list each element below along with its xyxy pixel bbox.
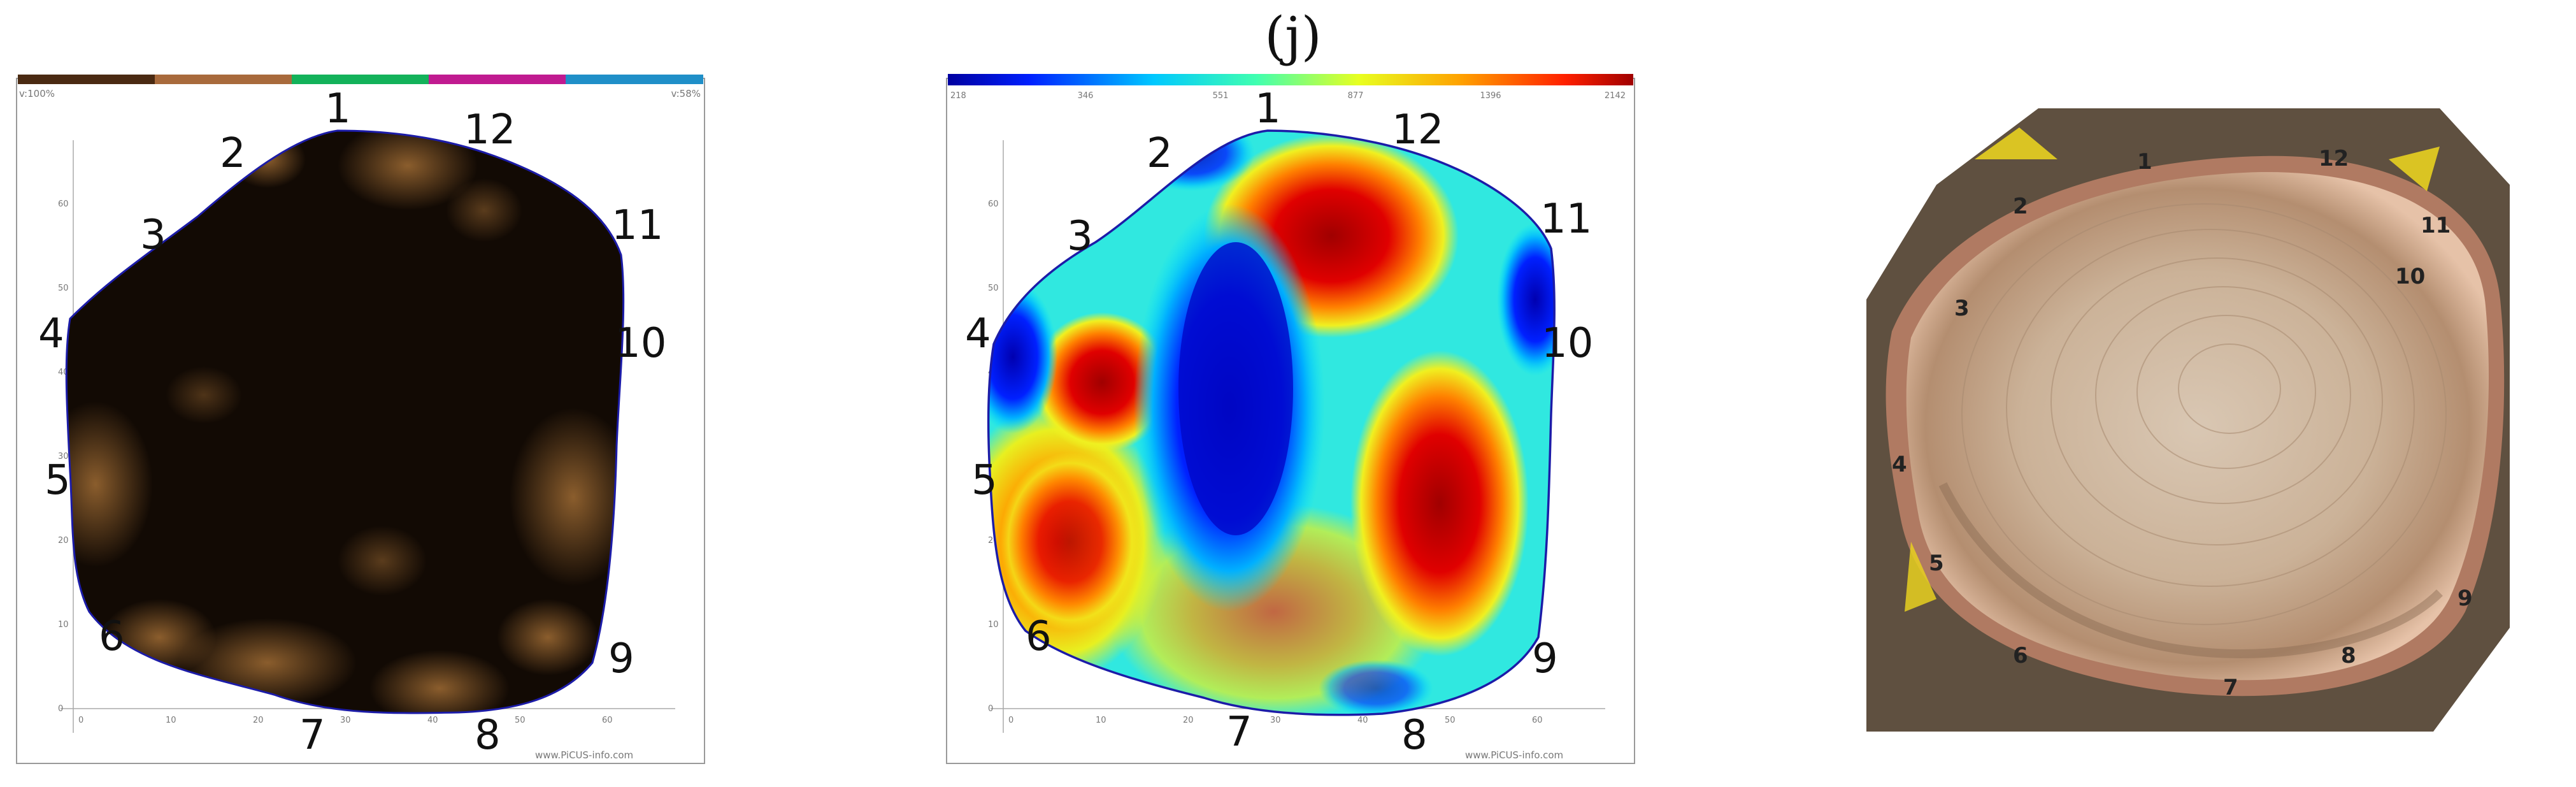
point-label-9: 9 [608, 635, 634, 682]
y-tick-label: 30 [58, 452, 69, 461]
point-label-2: 2 [1147, 130, 1173, 177]
point-label-12: 12 [1392, 106, 1443, 154]
point-label-8: 8 [1401, 712, 1428, 759]
colorbar [948, 74, 1633, 85]
point-label-12: 12 [464, 106, 515, 154]
resistance-fill [988, 131, 1555, 715]
y-tick-label: 10 [988, 620, 999, 630]
stump-photo: 1 2 3 4 5 6 7 8 9 10 11 12 [1866, 108, 2510, 732]
wood-cross-section [1906, 171, 2489, 681]
x-tick-label: 30 [340, 716, 351, 725]
figure-label: (j) [1264, 6, 1322, 67]
x-tick-label: 60 [1532, 716, 1543, 725]
resistance-tomogram-panel: (j) [936, 0, 1650, 787]
colorbar-tick-label: 551 [1213, 91, 1229, 101]
point-label-11: 11 [1540, 196, 1592, 243]
photo-content [1866, 108, 2510, 732]
point-label-6: 6 [99, 613, 125, 660]
point-label-10: 10 [1542, 320, 1593, 367]
growth-rings [1961, 203, 2447, 625]
photo-point-label-12: 12 [2319, 146, 2349, 171]
y-tick-label: 0 [58, 704, 63, 714]
point-label-2: 2 [220, 130, 246, 177]
watermark: www.PiCUS-info.com [1465, 749, 1563, 761]
colorbar-tick-label: 1396 [1480, 91, 1501, 101]
y-tick-label: 0 [988, 704, 993, 714]
photo-point-label-8: 8 [2341, 643, 2356, 668]
scale-left-label: v:100% [19, 88, 55, 99]
photo-point-label-2: 2 [2013, 194, 2028, 219]
photo-point-label-6: 6 [2013, 643, 2028, 668]
photo-point-label-7: 7 [2223, 675, 2238, 700]
point-label-4: 4 [965, 310, 991, 357]
y-tick-label: 60 [988, 199, 999, 209]
colorbar-tick-label: 218 [950, 91, 966, 101]
photo-point-label-10: 10 [2395, 264, 2425, 289]
y-tick-label: 10 [58, 620, 69, 630]
photo-point-label-5: 5 [1929, 551, 1944, 576]
y-tick-label: 60 [58, 199, 69, 209]
acoustic-tomogram: v:100% v:58% 0 10 20 30 40 50 600102030405060 … [16, 75, 705, 764]
photo-point-label-3: 3 [1954, 296, 1970, 321]
point-label-11: 11 [612, 202, 663, 249]
point-label-5: 5 [45, 457, 71, 504]
x-tick-label: 20 [1183, 716, 1194, 725]
resistance-outline [987, 129, 1556, 716]
x-tick-label: 50 [1445, 716, 1456, 725]
scale-right-label: v:58% [671, 88, 701, 99]
point-label-8: 8 [475, 712, 501, 759]
legend-strip [18, 75, 703, 84]
x-tick-label: 40 [427, 716, 438, 725]
point-label-7: 7 [1226, 709, 1252, 756]
acoustic-tomogram-panel: v:100% v:58% 0 10 20 30 40 50 60 0 10 20 30 40 50 60 … [0, 0, 713, 787]
point-label-4: 4 [38, 310, 64, 357]
watermark: www.PiCUS-info.com [535, 749, 633, 761]
x-tick-label: 0 [1008, 716, 1013, 725]
x-tick-label: 10 [1096, 716, 1106, 725]
photo-point-label-1: 1 [2137, 149, 2152, 175]
colorbar-tick-label: 346 [1078, 91, 1094, 101]
point-label-9: 9 [1532, 635, 1558, 682]
point-label-3: 3 [140, 212, 166, 259]
photo-point-label-11: 11 [2421, 213, 2451, 238]
colorbar-tick-label: 877 [1348, 91, 1364, 101]
y-tick-label: 20 [58, 536, 69, 545]
x-tick-label: 50 [515, 716, 526, 725]
photo-point-label-9: 9 [2458, 586, 2473, 611]
point-label-3: 3 [1067, 213, 1093, 260]
colorbar-tick-label: 2142 [1605, 91, 1626, 101]
stump-photo-panel: 1 2 3 4 5 6 7 8 9 10 11 12 [1866, 0, 2516, 787]
point-label-10: 10 [615, 320, 666, 367]
colorbar-ticks: 218 346 551 877 1396 2142 [950, 91, 1626, 101]
point-label-5: 5 [971, 457, 998, 504]
x-tick-label: 40 [1357, 716, 1368, 725]
point-label-1: 1 [325, 85, 351, 133]
x-tick-label: 0 [78, 716, 83, 725]
point-label-6: 6 [1026, 613, 1052, 660]
photo-point-label-4: 4 [1892, 452, 1907, 477]
x-tick-label: 30 [1270, 716, 1281, 725]
y-tick-label: 50 [58, 284, 69, 293]
point-label-1: 1 [1255, 85, 1281, 133]
tomogram-outline [65, 129, 625, 714]
x-tick-label: 20 [253, 716, 264, 725]
point-label-7: 7 [299, 712, 326, 759]
x-tick-label: 60 [602, 716, 613, 725]
y-tick-label: 50 [988, 284, 999, 293]
x-tick-label: 10 [166, 716, 176, 725]
